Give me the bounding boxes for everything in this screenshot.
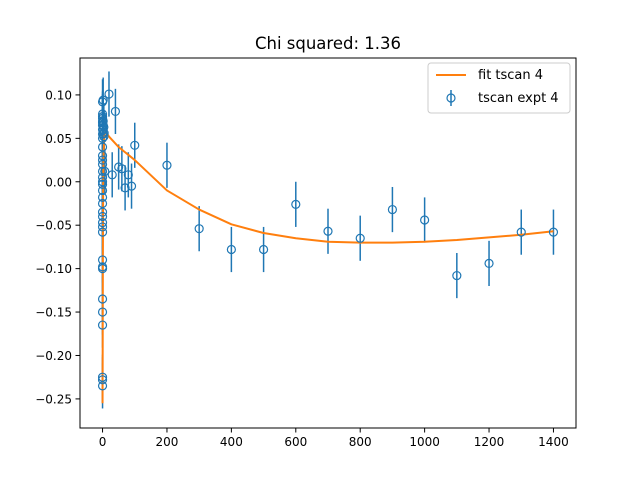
- legend-expt-label: tscan expt 4: [478, 91, 559, 106]
- data-point-marker: [226, 244, 236, 255]
- data-point-marker: [97, 198, 108, 209]
- y-tick-label: 0.05: [45, 132, 72, 146]
- data-point-marker: [117, 164, 127, 174]
- data-point-marker: [99, 122, 109, 132]
- y-tick-label: −0.15: [35, 306, 72, 320]
- data-point-marker: [162, 160, 172, 170]
- data-point-marker: [97, 381, 108, 391]
- data-point-marker: [97, 307, 108, 317]
- data-point-marker: [355, 233, 365, 243]
- x-tick-label: 1400: [538, 435, 569, 449]
- y-tick-label: 0.00: [45, 175, 72, 189]
- data-point-marker: [452, 270, 462, 281]
- data-point-marker: [104, 89, 114, 99]
- x-tick-label: 1000: [409, 435, 440, 449]
- data-point-marker: [484, 258, 494, 269]
- data-point-marker: [107, 170, 117, 180]
- data-point-marker: [97, 227, 108, 237]
- data-point-marker: [97, 155, 108, 165]
- data-point-marker: [97, 142, 108, 152]
- data-point-marker: [98, 116, 108, 126]
- data-point-marker: [97, 192, 108, 203]
- data-point-marker: [99, 128, 109, 138]
- data-point-marker: [100, 166, 110, 176]
- data-point-marker: [97, 207, 108, 217]
- data-point-marker: [387, 204, 398, 215]
- data-point-marker: [97, 222, 108, 232]
- y-tick-label: −0.10: [35, 262, 72, 276]
- data-point-marker: [97, 262, 108, 272]
- data-point-marker: [97, 217, 108, 228]
- data-point-marker: [130, 140, 140, 150]
- data-point-marker: [97, 133, 108, 143]
- plot-layer: [97, 71, 559, 409]
- x-tick-label: 400: [220, 435, 243, 449]
- data-point-marker: [99, 132, 109, 142]
- data-point-marker: [120, 183, 130, 193]
- data-point-marker: [97, 185, 108, 196]
- data-point-marker: [323, 226, 333, 236]
- data-point-marker: [516, 227, 526, 237]
- x-tick-label: 600: [284, 435, 307, 449]
- y-tick-label: −0.20: [35, 349, 72, 363]
- y-tick-label: −0.25: [35, 392, 72, 406]
- data-point-marker: [126, 181, 137, 191]
- data-point-marker: [97, 109, 108, 119]
- data-point-marker: [97, 112, 108, 122]
- data-point-marker: [123, 170, 133, 180]
- data-point-marker: [97, 179, 108, 189]
- data-point-marker: [110, 106, 121, 117]
- x-tick-label: 0: [99, 435, 107, 449]
- y-tick-label: 0.10: [45, 88, 72, 102]
- x-tick-label: 1200: [474, 435, 505, 449]
- legend-expt-marker: [446, 93, 456, 103]
- data-point-marker: [291, 199, 301, 209]
- data-point-marker: [97, 255, 108, 265]
- axis-layer: 0 200 400 600 800 1000 1200 1400 −0.25 −0.20 −0.15…: [35, 88, 569, 449]
- data-point-marker: [97, 320, 108, 330]
- data-point-marker: [258, 244, 269, 255]
- data-point-marker: [97, 211, 108, 222]
- data-point-marker: [97, 372, 108, 382]
- legend: fit tscan 4 tscan expt 4: [427, 62, 571, 114]
- y-tick-label: −0.05: [35, 219, 72, 233]
- chart-title: Chi squared: 1.36: [255, 34, 401, 53]
- data-point-marker: [97, 294, 108, 304]
- data-point-marker: [97, 375, 108, 385]
- data-point-marker: [97, 151, 108, 161]
- x-tick-label: 800: [349, 435, 372, 449]
- data-point-marker: [97, 177, 108, 187]
- x-tick-label: 200: [156, 435, 179, 449]
- data-point-marker: [548, 227, 559, 237]
- data-point-marker: [97, 172, 108, 183]
- data-point-marker: [194, 224, 204, 234]
- plot-frame: [79, 57, 577, 429]
- data-point-marker: [420, 215, 430, 225]
- legend-fit-label: fit tscan 4: [478, 68, 543, 83]
- data-point-marker: [98, 95, 108, 105]
